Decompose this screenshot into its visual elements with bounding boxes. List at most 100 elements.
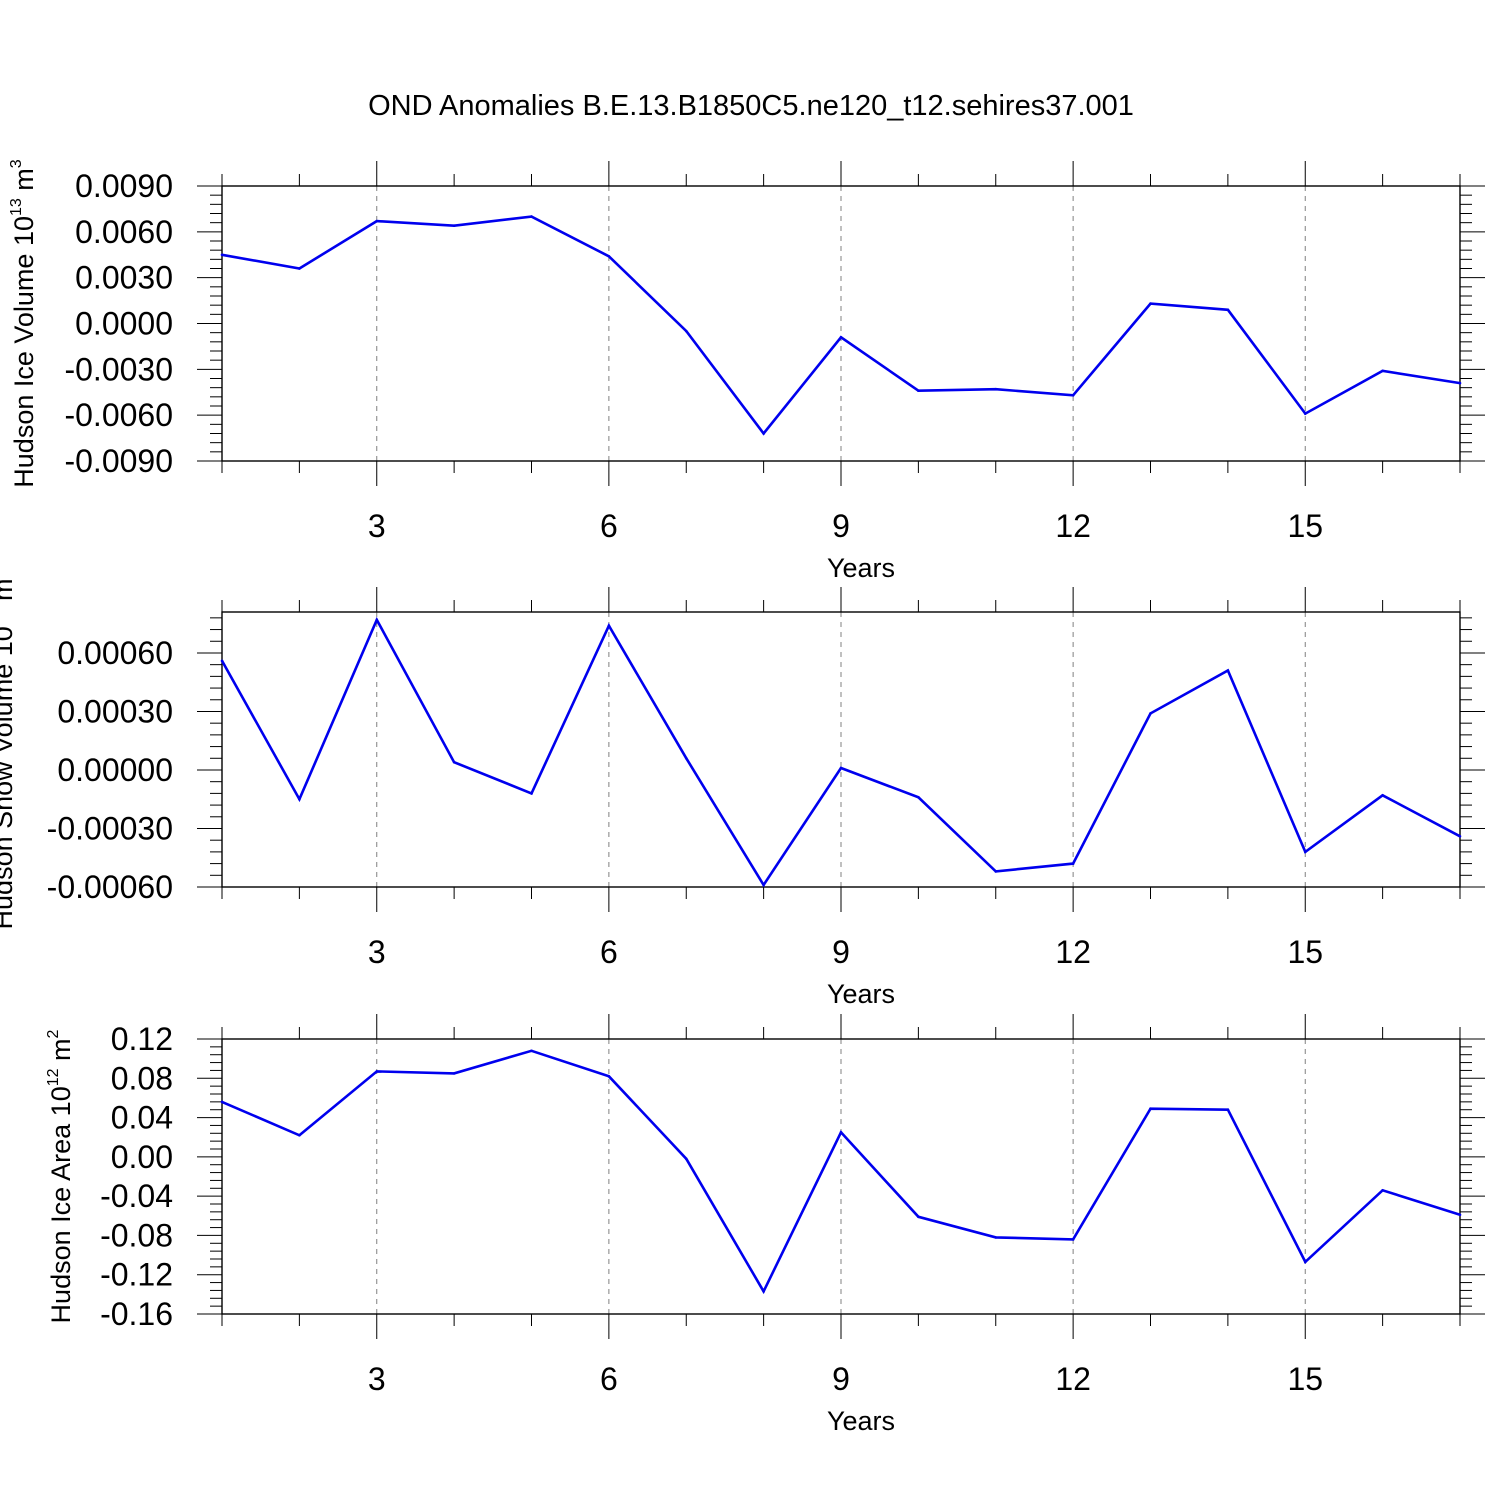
y-axis-label-ylabel-unit-power: 3 [8,159,25,168]
data-point [917,1215,920,1219]
y-tick-label: -0.08 [100,1217,173,1253]
data-point [375,1070,379,1073]
x-tick-label: 9 [832,508,850,544]
data-point [220,253,224,257]
data-point [762,883,765,887]
y-tick-label: 0.0060 [75,214,173,250]
data-point [1071,862,1075,865]
data-point [1381,1188,1384,1192]
y-axis-label-ylabel-unit-base: 10 [9,216,39,246]
y-axis-label-ylabel-unit-power: 2 [45,1029,62,1038]
data-point [917,389,920,393]
y-axis-label-ylabel-unit-base: 10 [46,1086,76,1116]
data-point [220,659,224,663]
data-point [220,1100,224,1104]
y-tick-label: 0.00060 [57,635,173,671]
data-point [1226,669,1230,672]
x-tick-label: 6 [600,934,618,970]
data-point [684,329,688,333]
data-point [994,387,998,391]
data-point [298,267,301,270]
y-tick-label: -0.0030 [64,351,173,387]
figure-title: OND Anomalies B.E.13.B1850C5.ne120_t12.s… [368,90,1134,122]
y-tick-label: -0.12 [100,1257,173,1293]
data-point [1303,1260,1307,1264]
y-tick-label: 0.00 [111,1139,173,1175]
data-point [917,795,920,799]
x-axis-label: Years [827,1406,895,1436]
y-tick-label: -0.04 [100,1178,173,1214]
y-tick-label: 0.12 [111,1021,173,1057]
x-tick-label: 12 [1055,934,1091,970]
y-axis-label-ylabel-unit: m [9,168,39,198]
data-point [607,624,611,627]
y-tick-label: -0.0090 [64,443,173,479]
y-tick-label: -0.0060 [64,397,173,433]
y-axis-label-ylabel-unit-base: 10 [0,626,18,656]
chart-panels: 3 6 9 12 15 -0.0090 -0.0060 -0.0030 0.0000 0.00 3 0… [0,159,1485,1436]
y-axis-label-ylabel: Hudson Ice Area [46,1116,76,1323]
data-point [607,254,611,258]
data-point [762,432,765,435]
data-point [1458,381,1462,385]
x-tick-label: 6 [600,1361,618,1397]
y-tick-label: -0.16 [100,1296,173,1332]
data-point [1071,1238,1075,1241]
data-point [684,756,688,760]
data-point [1226,308,1230,312]
x-tick-label: 3 [368,934,386,970]
data-point [762,1290,765,1293]
data-point [1149,1107,1152,1111]
data-point [839,1131,843,1134]
data-point [452,1072,456,1075]
data-point [994,1236,998,1239]
data-point [1458,834,1462,838]
y-tick-label: 0.00000 [57,752,173,788]
data-point [1381,369,1384,373]
x-axis-label: Years [827,979,895,1009]
data-point [1303,412,1307,415]
x-tick-label: 15 [1287,1361,1323,1397]
data-point [1071,394,1075,397]
panel-3: 3 6 9 12 15 -0.16-0.12 -0.08-0.040.000.04 0.080… [45,1014,1485,1436]
y-tick-label: 0.00030 [57,693,173,729]
data-point [994,870,998,873]
y-axis-label-ylabel: Hudson Ice Volume [9,246,39,488]
panel-1: 3 6 9 12 15 -0.0090 -0.0060 -0.0030 0.0000 0.0030… [8,159,1485,583]
data-point [530,215,533,218]
y-axis-label-ylabel-unit-power: 3 [0,569,4,578]
y-tick-label: 0.0090 [75,168,173,204]
x-tick-label: 12 [1055,1361,1091,1397]
data-point [375,618,379,622]
data-point [607,1075,611,1078]
y-axis-label-ylabel-unit-exp: 13 [0,608,4,626]
data-point [375,219,379,223]
x-tick-label: 6 [600,508,618,544]
data-point [1303,850,1307,854]
y-axis-label-ylabel-unit: m [46,1038,76,1068]
data-point [839,335,843,339]
data-point [530,1049,533,1053]
x-tick-label: 9 [832,1361,850,1397]
data-point [684,1157,688,1161]
x-axis-label: Years [827,553,895,583]
x-tick-label: 3 [368,508,386,544]
data-point [839,766,843,770]
y-tick-label: 0.0000 [75,306,173,342]
x-tick-label: 15 [1287,934,1323,970]
y-axis-label: Hudson Snow Volume 1013 m3 [0,569,18,929]
data-point [1226,1108,1230,1112]
x-tick-label: 12 [1055,508,1091,544]
y-tick-label: 0.08 [111,1060,173,1096]
y-axis-label-ylabel-unit: m [0,578,18,608]
data-point [1381,794,1384,797]
panel-2: 3 6 9 12 15 -0.00060 -0.00030 0.00000 0.00030 0.0… [0,569,1485,1009]
x-tick-label: 9 [832,934,850,970]
y-tick-label: -0.00030 [47,810,173,846]
y-axis-label-ylabel-unit-exp: 13 [8,198,25,216]
x-tick-label: 15 [1287,508,1323,544]
x-tick-label: 3 [368,1361,386,1397]
data-point [530,792,533,795]
data-point [1149,302,1152,305]
data-point [452,760,456,764]
